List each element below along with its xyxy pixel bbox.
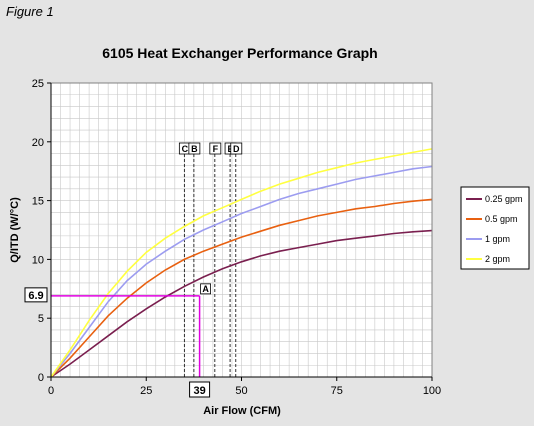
x-tick-label: 0 [48,385,54,397]
x-tick-label: 100 [423,385,441,397]
marker-box [188,142,201,155]
marker-label: B [191,144,198,154]
reference-markers: CBFED [178,142,243,377]
annotation-x-label: 39 [193,385,205,397]
y-tick-label: 15 [32,196,44,208]
legend-label-2: 1 gpm [485,234,510,244]
marker-d: D [230,142,243,377]
annotation-y-label: 6.9 [28,290,43,302]
legend-label-1: 0.5 gpm [485,214,518,224]
marker-b: B [188,142,201,377]
annotation-y-box [24,287,48,303]
marker-label: D [233,144,240,154]
axes: 0 25 50 75 100 0 5 10 15 20 25 [32,78,441,397]
legend-label-0: 0.25 gpm [485,194,523,204]
y-tick-label: 5 [38,313,44,325]
marker-f: F [209,142,222,377]
annotation-point-box [200,283,211,295]
grid [50,82,433,378]
y-tick-label: 10 [32,254,44,266]
annotation-point-label: A [202,284,209,294]
x-tick-label: 75 [331,385,343,397]
x-axis-label: Air Flow (CFM) [203,405,281,417]
series-lines [50,148,433,378]
series-line-3 [50,148,433,378]
marker-label: C [182,144,189,154]
y-axis-label: Q/ITD (W/°C) [9,197,21,263]
annotation: 6.9 39 A [24,283,211,398]
chart-title: 6105 Heat Exchanger Performance Graph [102,45,377,61]
figure-label: Figure 1 [6,4,54,19]
annotation-x-box [189,381,211,398]
legend-box [460,186,530,270]
y-tick-label: 0 [38,372,44,384]
series-line-0 [50,229,433,378]
marker-box [209,142,222,155]
legend-label-3: 2 gpm [485,254,510,264]
marker-label: F [213,144,219,154]
y-tick-label: 20 [32,137,44,149]
x-tick-label: 50 [235,385,247,397]
marker-box [230,142,243,155]
series-line-1 [50,198,433,378]
x-tick-label: 25 [140,385,152,397]
series-line-2 [50,165,433,378]
legend: 0.25 gpm 0.5 gpm 1 gpm 2 gpm [460,186,530,270]
y-tick-label: 25 [32,78,44,90]
